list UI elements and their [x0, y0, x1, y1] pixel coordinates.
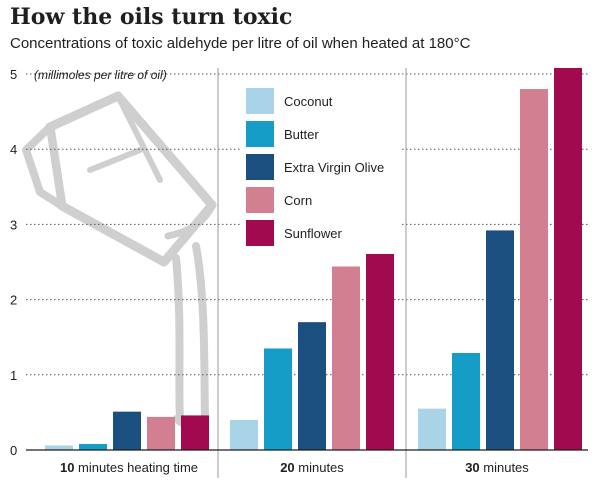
bar-sunflower	[554, 67, 582, 450]
legend-swatch-butter	[246, 121, 274, 147]
legend-label: Butter	[284, 127, 319, 142]
chart-subtitle: Concentrations of toxic aldehyde per lit…	[10, 35, 471, 52]
bar-coconut	[418, 408, 446, 450]
y-tick-label: 4	[10, 142, 17, 157]
y-tick-label: 3	[10, 217, 17, 232]
y-axis-unit-label: (millimoles per litre of oil)	[34, 68, 167, 82]
bar-butter	[264, 348, 292, 450]
bar-extra-virgin-olive	[298, 322, 326, 450]
pouring-jug-illustration	[22, 91, 217, 429]
bar-extra-virgin-olive	[486, 230, 514, 450]
legend-swatch-sunflower	[246, 220, 274, 246]
x-category-label: 10 minutes heating time	[60, 460, 198, 475]
bar-butter	[79, 443, 107, 450]
legend-label: Coconut	[284, 94, 333, 109]
chart-title: How the oils turn toxic	[10, 4, 293, 30]
legend-swatch-coconut	[246, 88, 274, 114]
legend-swatch-corn	[246, 187, 274, 213]
bar-sunflower	[181, 415, 209, 450]
bar-corn	[332, 266, 360, 450]
legend-label: Extra Virgin Olive	[284, 160, 384, 175]
bar-extra-virgin-olive	[113, 411, 141, 450]
legend-label: Sunflower	[284, 226, 342, 241]
y-tick-label: 2	[10, 293, 17, 308]
bar-corn	[147, 416, 175, 450]
bar-coconut	[45, 445, 73, 450]
bar-corn	[520, 89, 548, 450]
bar-butter	[452, 352, 480, 450]
x-category-label: 30 minutes	[465, 460, 529, 475]
y-tick-label: 5	[10, 67, 17, 82]
legend-label: Corn	[284, 193, 312, 208]
y-tick-label: 0	[10, 443, 17, 458]
y-tick-label: 1	[10, 368, 17, 383]
bar-coconut	[230, 419, 258, 450]
legend-swatch-extra-virgin-olive	[246, 154, 274, 180]
x-category-label: 20 minutes	[280, 460, 344, 475]
